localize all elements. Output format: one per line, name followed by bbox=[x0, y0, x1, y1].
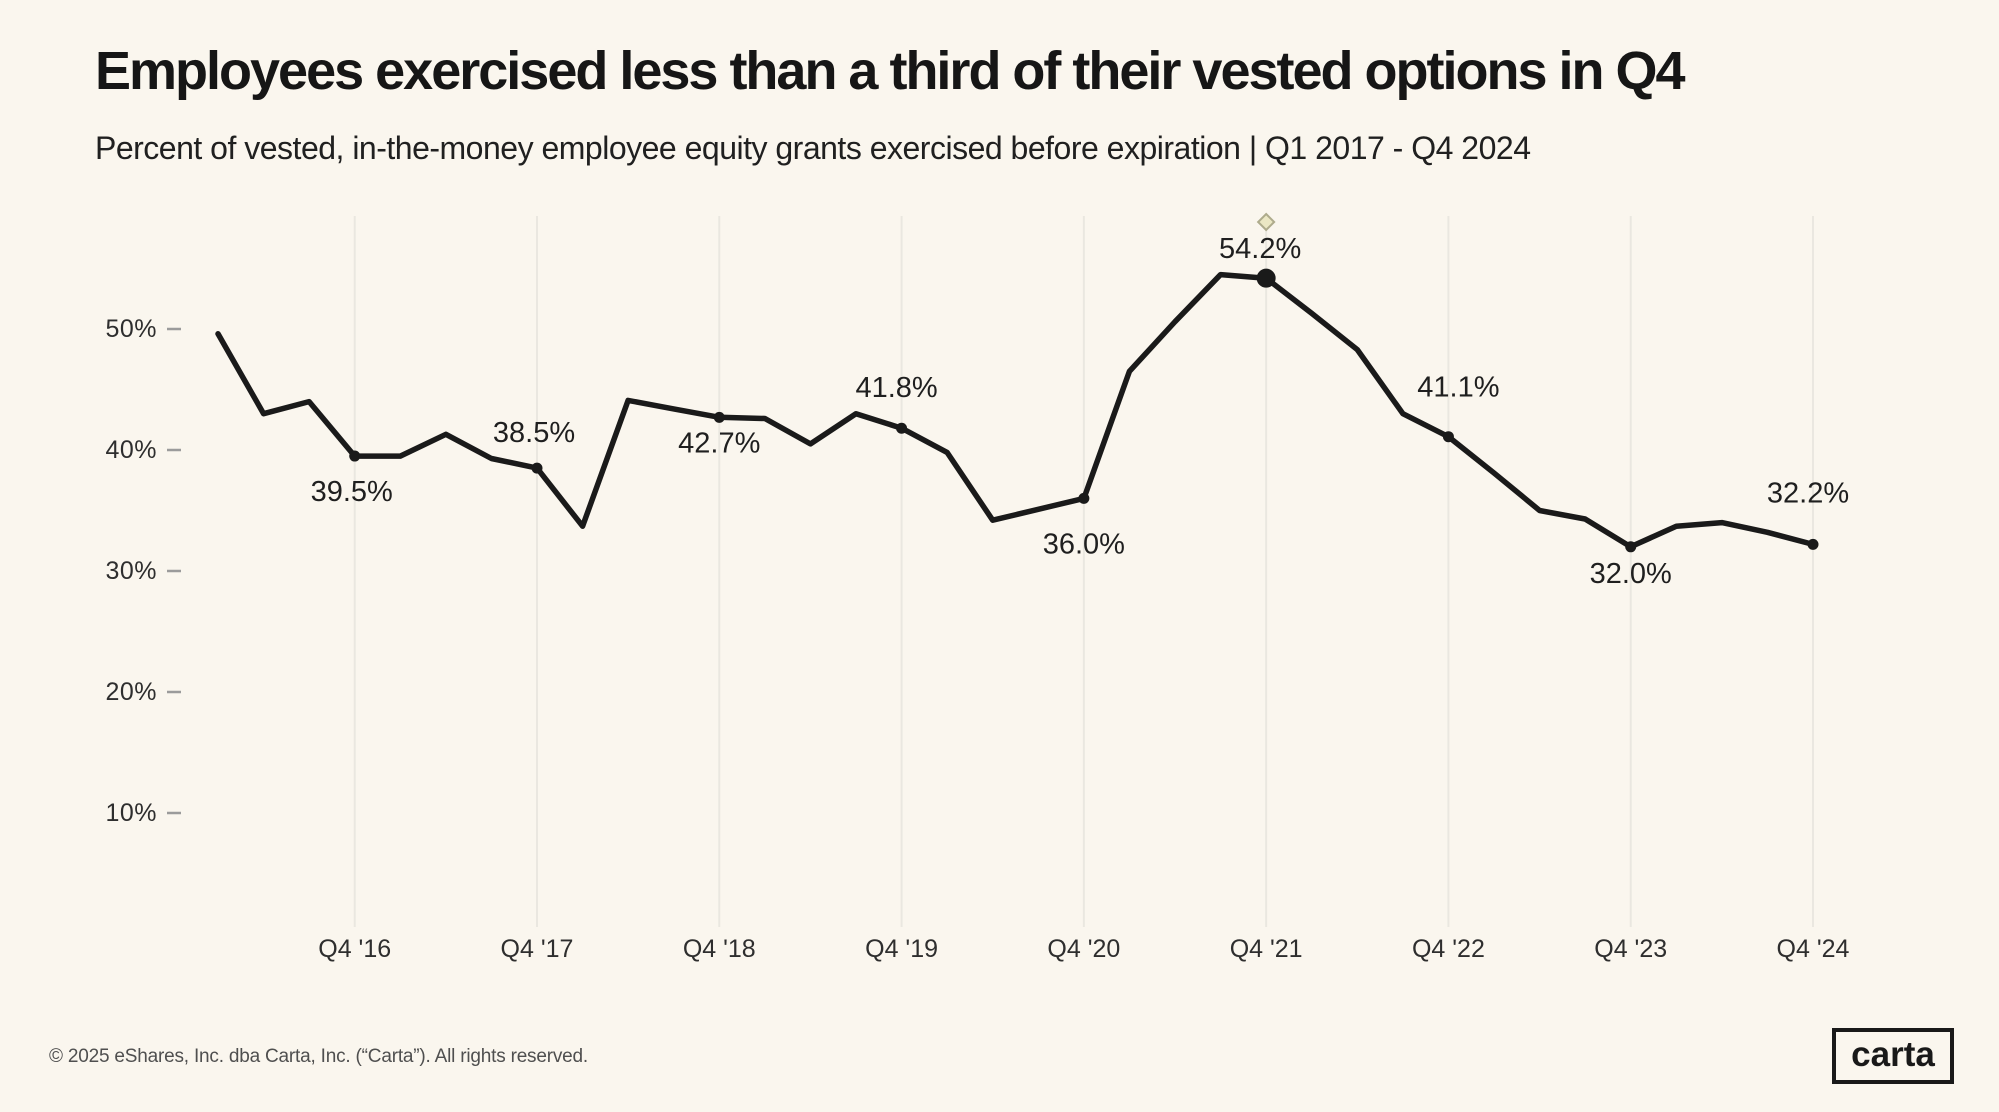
x-axis-label: Q4 '16 bbox=[318, 935, 391, 963]
x-axis-label: Q4 '17 bbox=[501, 935, 574, 963]
chart-title: Employees exercised less than a third of… bbox=[95, 41, 1686, 101]
carta-logo: carta bbox=[1832, 1028, 1954, 1084]
y-axis-label: 40% bbox=[105, 436, 157, 464]
data-point-dot bbox=[1625, 541, 1637, 553]
series-line bbox=[215, 271, 1816, 550]
data-point-dot bbox=[1807, 538, 1819, 550]
peak-data-point-dot bbox=[1256, 268, 1276, 288]
y-axis-label: 20% bbox=[105, 678, 157, 706]
data-label: 41.1% bbox=[1417, 372, 1499, 404]
y-axis-label: 10% bbox=[105, 799, 157, 827]
carta-logo-text: carta bbox=[1851, 1034, 1935, 1074]
copyright-text: © 2025 eShares, Inc. dba Carta, Inc. (“C… bbox=[49, 1046, 588, 1067]
data-label: 38.5% bbox=[493, 417, 575, 449]
data-label: 39.5% bbox=[311, 476, 393, 508]
data-label: 32.0% bbox=[1590, 558, 1672, 590]
data-label: 41.8% bbox=[855, 372, 937, 404]
y-axis-label: 50% bbox=[105, 315, 157, 343]
data-point-dot bbox=[896, 422, 908, 434]
data-point-dot bbox=[349, 450, 361, 462]
x-axis-label: Q4 '20 bbox=[1047, 935, 1120, 963]
x-axis-label: Q4 '22 bbox=[1412, 935, 1485, 963]
x-axis-label: Q4 '18 bbox=[683, 935, 756, 963]
x-axis-label: Q4 '19 bbox=[865, 935, 938, 963]
data-point-dot bbox=[713, 411, 725, 423]
data-label: 32.2% bbox=[1767, 477, 1849, 509]
peak-diamond-icon bbox=[1256, 212, 1276, 232]
data-label: 36.0% bbox=[1043, 528, 1125, 560]
chart-subtitle: Percent of vested, in-the-money employee… bbox=[95, 130, 1531, 166]
x-axis-label: Q4 '23 bbox=[1594, 935, 1667, 963]
data-point-dot bbox=[1442, 431, 1454, 443]
x-axis-label: Q4 '21 bbox=[1230, 935, 1303, 963]
data-label: 42.7% bbox=[678, 427, 760, 459]
data-point-dot bbox=[531, 462, 543, 474]
x-axis-label: Q4 '24 bbox=[1777, 935, 1850, 963]
y-axis-label: 30% bbox=[105, 557, 157, 585]
data-label: 54.2% bbox=[1219, 233, 1301, 265]
data-point-dot bbox=[1078, 492, 1090, 504]
